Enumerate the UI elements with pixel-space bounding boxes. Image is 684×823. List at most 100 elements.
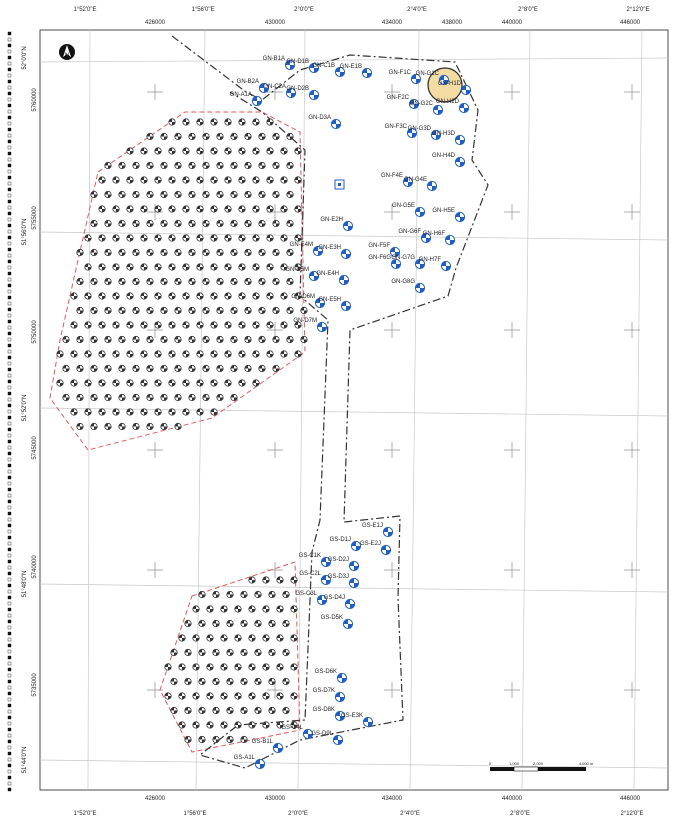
ruler-tick bbox=[7, 727, 12, 732]
existing-turbine-icon bbox=[240, 619, 248, 628]
existing-turbine-icon bbox=[272, 190, 280, 199]
south-turbine[interactable]: GS-D5K bbox=[321, 615, 354, 630]
north-turbine[interactable]: GN-E5H bbox=[318, 297, 352, 312]
existing-turbine-icon bbox=[220, 605, 228, 613]
existing-turbine-icon bbox=[240, 735, 248, 744]
south-turbine[interactable]: GS-C1K bbox=[299, 553, 332, 568]
turbine-label: GN-B1A bbox=[263, 56, 285, 62]
north-turbine[interactable]: GN-C2A bbox=[263, 84, 297, 99]
north-turbine[interactable]: GN-H4D bbox=[432, 153, 466, 168]
ruler-tick bbox=[7, 649, 12, 654]
south-turbine[interactable]: GS-E2J bbox=[360, 541, 392, 556]
north-turbine[interactable]: GN-D2B bbox=[286, 86, 320, 101]
existing-turbine-icon bbox=[188, 306, 196, 315]
existing-turbine-icon bbox=[216, 219, 224, 228]
north-turbine[interactable]: GN-D6M bbox=[291, 294, 326, 309]
south-turbine[interactable]: GS-D2J bbox=[328, 557, 360, 572]
north-turbine[interactable]: GN-G8G bbox=[391, 279, 426, 294]
existing-turbine-icon bbox=[182, 263, 190, 271]
existing-turbine-icon bbox=[112, 408, 120, 416]
north-turbine[interactable]: GN-G7G bbox=[391, 255, 426, 270]
existing-turbine-icon bbox=[212, 619, 220, 628]
south-turbine[interactable]: GS-B1L bbox=[252, 739, 284, 754]
existing-turbine-icon bbox=[90, 306, 98, 315]
north-turbine[interactable]: GN-F6G bbox=[368, 255, 402, 270]
ruler-tick bbox=[7, 181, 12, 186]
north-turbine[interactable]: GN-F5F bbox=[368, 243, 401, 258]
existing-turbine-icon bbox=[202, 306, 210, 315]
north-turbine[interactable]: GN-E4H bbox=[316, 271, 350, 286]
south-turbine[interactable]: GS-A1L bbox=[234, 755, 266, 770]
existing-turbine-icon bbox=[132, 335, 140, 344]
existing-turbine-icon bbox=[154, 350, 162, 358]
project-boundary-north bbox=[171, 35, 489, 769]
south-turbine[interactable]: GS-C3L bbox=[295, 591, 328, 606]
south-turbine[interactable]: GS-E3K bbox=[341, 713, 374, 728]
south-turbine[interactable]: GS-D6K bbox=[315, 669, 348, 684]
north-turbine[interactable]: GN-D1B bbox=[286, 59, 320, 74]
ruler-tick bbox=[7, 121, 12, 126]
north-turbine[interactable]: GN-H3D bbox=[432, 131, 466, 146]
south-turbine[interactable]: GS-D7K bbox=[313, 688, 346, 703]
existing-turbine-icon bbox=[262, 721, 270, 729]
north-turbine[interactable]: GN-C1B bbox=[312, 63, 346, 78]
north-turbine[interactable]: GN-D5M bbox=[285, 267, 320, 282]
north-turbine[interactable]: GN-G2C bbox=[410, 101, 444, 116]
existing-turbine-icon bbox=[160, 393, 168, 402]
north-turbine[interactable]: GN-G3D bbox=[408, 126, 442, 141]
existing-turbine-icon bbox=[104, 335, 112, 344]
north-turbine[interactable]: GN-H7F bbox=[419, 257, 452, 272]
turbine-icon-fill bbox=[317, 595, 327, 605]
north-turbine[interactable]: GN-D3A bbox=[308, 115, 342, 130]
north-turbine[interactable]: GN-F3C bbox=[385, 124, 418, 139]
south-turbine[interactable]: GS-D8K bbox=[313, 707, 346, 722]
north-turbine[interactable]: GN-F1C bbox=[389, 70, 422, 85]
south-turbine[interactable]: GS-E1J bbox=[362, 523, 394, 538]
south-turbine[interactable]: GS-D4J bbox=[324, 595, 356, 610]
south-turbine[interactable]: GS-C2L bbox=[299, 571, 332, 586]
existing-turbine-icon bbox=[154, 321, 162, 329]
turbine-icon-fill bbox=[411, 74, 421, 84]
north-turbine[interactable]: GN-E3H bbox=[318, 245, 352, 260]
south-turbine[interactable]: GS-C4L bbox=[281, 725, 314, 740]
north-turbine[interactable]: GN-G6F bbox=[398, 229, 432, 244]
existing-turbine-icon bbox=[168, 263, 176, 271]
existing-turbine-icon bbox=[188, 219, 196, 228]
turbine-icon-fill bbox=[345, 599, 355, 609]
north-turbine[interactable]: GN-E1B bbox=[340, 64, 373, 79]
left-lat-label-1: 51°56'0"N bbox=[22, 219, 28, 246]
existing-turbine-icon bbox=[210, 292, 218, 300]
existing-turbine-icon bbox=[98, 379, 106, 387]
north-turbine[interactable]: GN-B2A bbox=[237, 79, 270, 94]
turbine-label: GN-E5H bbox=[318, 297, 341, 303]
north-turbine[interactable]: GN-G5E bbox=[392, 203, 426, 218]
existing-turbine-icon bbox=[160, 364, 168, 373]
top-lon-label-1: 1°56'0"E bbox=[191, 7, 214, 13]
north-turbine[interactable]: GN-E2H bbox=[320, 217, 354, 232]
existing-turbine-icon bbox=[104, 393, 112, 402]
north-turbine[interactable]: GN-H5E bbox=[432, 208, 466, 223]
north-turbine[interactable]: GN-H6F bbox=[423, 231, 456, 246]
turbine-label: GN-G6F bbox=[398, 229, 421, 235]
existing-turbine-icon bbox=[174, 422, 182, 431]
existing-turbine-icon bbox=[112, 292, 120, 300]
ruler-tick bbox=[7, 511, 12, 516]
north-turbine[interactable]: GN-H2D bbox=[436, 99, 470, 114]
existing-turbine-icon bbox=[258, 306, 266, 315]
north-turbine[interactable]: GN-H1D bbox=[438, 81, 472, 96]
north-turbine[interactable]: GN-F2C bbox=[387, 95, 420, 110]
north-turbine[interactable]: GN-F4E bbox=[381, 173, 414, 188]
north-turbine[interactable]: GN-G4E bbox=[404, 177, 438, 192]
south-turbine[interactable]: GS-D1J bbox=[330, 537, 362, 552]
north-turbine[interactable]: GN-G1C bbox=[416, 71, 450, 86]
existing-turbine-icon bbox=[258, 277, 266, 286]
north-turbine[interactable]: GN-E4M bbox=[290, 242, 324, 257]
south-turbine[interactable]: GS-D9L bbox=[311, 731, 344, 746]
north-turbine[interactable]: GN-B1A bbox=[263, 56, 296, 71]
south-turbine[interactable]: GS-D3J bbox=[328, 574, 360, 589]
existing-turbine-icon bbox=[76, 248, 84, 257]
existing-turbine-icon bbox=[168, 379, 176, 387]
north-turbine[interactable]: GN-A1A bbox=[230, 92, 263, 107]
north-turbine[interactable]: GN-D7M bbox=[293, 318, 328, 333]
